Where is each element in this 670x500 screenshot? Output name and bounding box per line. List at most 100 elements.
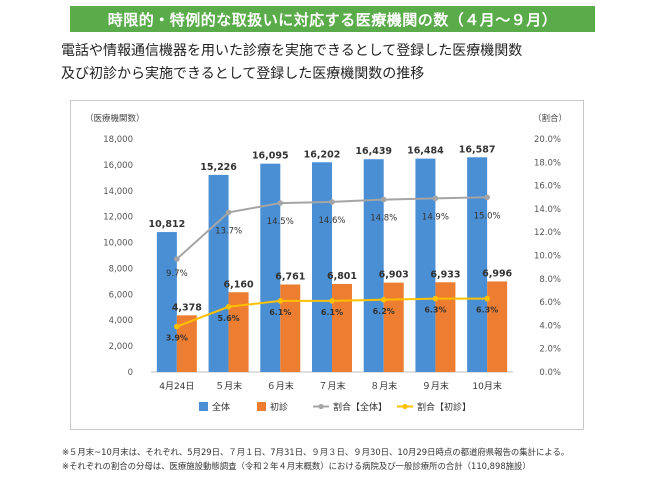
bar-first-visit (487, 281, 508, 372)
chart-frame: （医療機関数） （割合） 0 2,000 4,000 6,000 8,000 10,000 12… (70, 100, 584, 430)
bar-first-visit-value-label: 6,903 (379, 270, 409, 281)
y-left-tick-label: 14,000 (103, 187, 133, 197)
y-right-tick-label: 8.0% (539, 275, 561, 285)
ratio-overall-value-label: 15.0% (474, 211, 501, 221)
ratio-first-visit-point (484, 295, 490, 302)
bar-overall-value-label: 16,439 (355, 146, 392, 157)
bar-first-visit-value-label: 6,160 (224, 279, 254, 290)
ratio-first-visit-point (432, 295, 439, 302)
y-right-tick-label: 4.0% (539, 321, 561, 331)
legend-swatch (199, 402, 208, 411)
bar-overall-value-label: 16,587 (459, 144, 496, 155)
x-tick-label: ５月末 (215, 380, 242, 392)
bar-first-visit (176, 315, 197, 372)
y-right-tick-label: 6.0% (539, 298, 561, 308)
bar-overall (363, 159, 384, 372)
ratio-first-visit-point (174, 323, 180, 330)
legend-label: 割合【全体】 (333, 401, 387, 413)
ratio-overall-point (174, 256, 180, 262)
y-right-tick-label: 18.0% (534, 158, 561, 168)
ratio-first-visit-point (380, 296, 387, 303)
bar-overall-value-label: 15,226 (200, 162, 237, 173)
y-left-tick-label: 0 (128, 368, 133, 378)
ratio-overall-point (225, 209, 232, 216)
legend-marker (318, 403, 324, 410)
ratio-first-visit-value-label: 6.1% (321, 308, 343, 317)
ratio-first-visit-value-label: 5.6% (217, 314, 239, 323)
bar-first-visit-value-label: 6,996 (482, 268, 512, 279)
ratio-overall-value-label: 14.8% (370, 214, 397, 224)
y-left-tick-label: 6,000 (109, 290, 133, 300)
x-tick-label: ９月末 (422, 380, 449, 392)
bar-overall (156, 232, 177, 372)
bar-overall (208, 174, 229, 372)
bar-overall-value-label: 16,202 (304, 149, 341, 160)
ratio-overall-point (484, 194, 490, 201)
bar-first-visit-value-label: 4,378 (172, 302, 202, 313)
bar-overall (312, 162, 332, 372)
ratio-first-visit-value-label: 6.1% (269, 308, 291, 317)
legend-marker (402, 403, 408, 410)
ratio-overall-point (277, 200, 284, 206)
y-right-tick-label: 14.0% (534, 205, 561, 215)
chart-subtitle: 電話や情報通信機器を用いた診療を実施できるとして登録した医療機関数 及び初診から… (61, 40, 621, 86)
ratio-overall-point (329, 199, 335, 205)
bar-overall-value-label: 10,812 (149, 219, 186, 230)
y-right-axis-label: （割合） (533, 113, 567, 124)
bar-first-visit (280, 284, 301, 372)
x-tick-label: ８月末 (370, 380, 397, 392)
x-tick-label: 10月末 (472, 380, 501, 392)
ratio-overall-value-label: 13.7% (215, 226, 242, 236)
y-right-tick-label: 10.0% (534, 252, 561, 262)
y-left-tick-label: 2,000 (109, 342, 133, 352)
legend-label: 割合【初診】 (417, 401, 471, 413)
bar-first-visit-value-label: 6,761 (275, 271, 305, 282)
ratio-overall-value-label: 14.6% (318, 216, 345, 226)
bar-overall-value-label: 16,095 (252, 151, 289, 162)
y-right-tick-label: 2.0% (539, 345, 561, 355)
subtitle-line-1: 電話や情報通信機器を用いた診療を実施できるとして登録した医療機関数 (61, 43, 523, 59)
ratio-overall-point (380, 196, 387, 203)
bar-first-visit-value-label: 6,933 (430, 269, 460, 280)
legend-swatch (257, 402, 266, 411)
footnote-2: ※それぞれの割合の分母は、医療施設動態調査（令和２年４月末概数）における病院及び… (62, 461, 531, 471)
legend-label: 初診 (270, 401, 288, 413)
ratio-first-visit-point (277, 298, 284, 304)
ratio-overall-point (432, 195, 439, 202)
ratio-overall-value-label: 14.9% (422, 212, 449, 222)
legend-label: 全体 (212, 401, 230, 413)
bar-first-visit-value-label: 6,801 (327, 271, 357, 282)
y-left-tick-label: 4,000 (109, 316, 133, 326)
bar-overall (415, 158, 436, 372)
bar-first-visit (435, 282, 456, 372)
x-tick-label: ７月末 (318, 380, 345, 392)
banner-text: 時限的・特例的な取扱いに対応する医療機関の数（４月～９月） (107, 10, 558, 29)
y-right-tick-label: 20.0% (534, 135, 561, 145)
subtitle-line-2: 及び初診から実施できるとして登録した医療機関数の推移 (61, 66, 425, 82)
ratio-overall-value-label: 9.7% (166, 269, 188, 279)
y-left-tick-label: 16,000 (103, 161, 133, 171)
bar-overall (260, 163, 281, 372)
x-tick-label: ６月末 (267, 380, 294, 392)
ratio-overall-value-label: 14.5% (267, 217, 294, 227)
chart-layer: （医療機関数） （割合） 0 2,000 4,000 6,000 8,000 10,000 12… (85, 113, 567, 413)
y-left-axis-label: （医療機関数） (85, 113, 145, 124)
y-right-tick-label: 0.0% (539, 368, 561, 378)
title-banner: 時限的・特例的な取扱いに対応する医療機関の数（４月～９月） (70, 6, 595, 32)
y-right-tick-label: 16.0% (534, 182, 561, 192)
ratio-first-visit-value-label: 3.9% (166, 334, 188, 343)
ratio-first-visit-point (329, 298, 335, 304)
ratio-first-visit-point (225, 303, 232, 310)
y-left-tick-label: 8,000 (109, 264, 133, 274)
y-left-tick-label: 12,000 (103, 213, 133, 223)
ratio-first-visit-value-label: 6.3% (476, 306, 498, 315)
bar-overall (467, 157, 488, 372)
y-left-tick-label: 18,000 (103, 135, 133, 145)
ratio-first-visit-value-label: 6.3% (424, 306, 446, 315)
ratio-first-visit-value-label: 6.2% (373, 307, 395, 316)
x-tick-label: 4月24日 (159, 381, 194, 392)
chart-svg: （医療機関数） （割合） 0 2,000 4,000 6,000 8,000 10,000 12… (85, 113, 567, 413)
bar-overall-value-label: 16,484 (407, 146, 444, 157)
bar-first-visit (228, 292, 249, 372)
bar-first-visit (332, 283, 352, 372)
